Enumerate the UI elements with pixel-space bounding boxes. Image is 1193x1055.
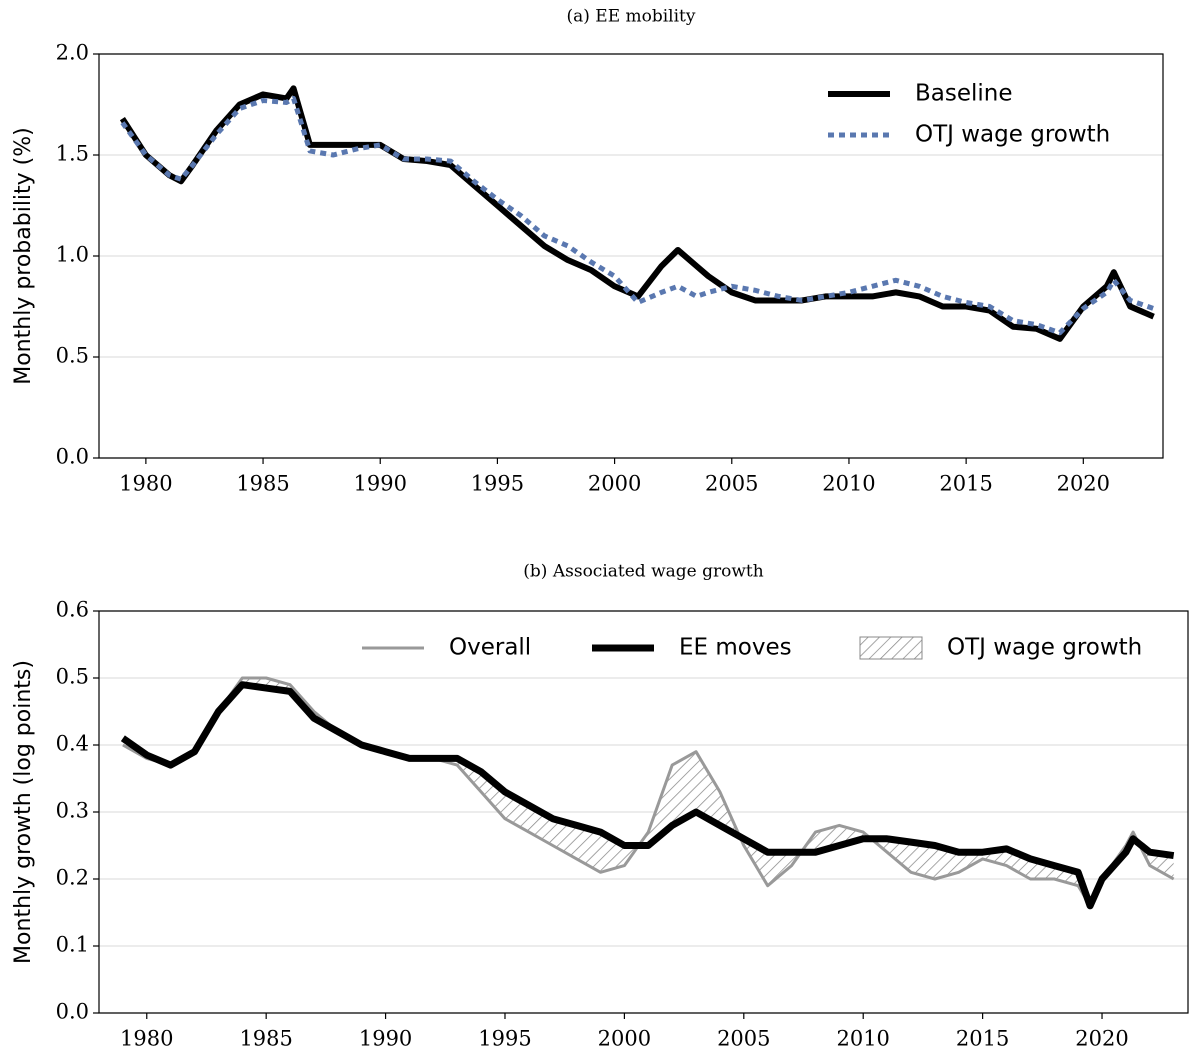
y-tick-label: 0.6 [56, 598, 89, 622]
y-tick-label: 0.2 [56, 866, 89, 890]
x-tick-label: 1995 [478, 1027, 531, 1051]
axes-frame [98, 610, 1189, 1014]
x-tick-label: 1980 [120, 1027, 173, 1051]
x-tick-label: 1990 [354, 472, 407, 496]
legend-label: Baseline [915, 81, 1013, 107]
y-tick-label: 2.0 [56, 41, 89, 65]
y-tick-label: 0.5 [56, 665, 89, 689]
y-tick-label: 0.0 [56, 1000, 89, 1024]
series-line [120, 95, 1155, 336]
x-tick-label: 2010 [822, 472, 875, 496]
x-tick-label: 2005 [717, 1027, 770, 1051]
y-tick-label: 1.0 [56, 243, 89, 267]
x-tick-label: 1985 [236, 472, 289, 496]
x-tick-label: 2020 [1057, 472, 1110, 496]
x-tick-label: 1990 [359, 1027, 412, 1051]
chart-title: (b) Associated wage growth [523, 562, 763, 582]
series-line [122, 676, 1175, 908]
y-tick-label: 0.0 [56, 445, 89, 469]
legend-swatch [859, 636, 923, 660]
series-line [119, 85, 1155, 342]
x-tick-label: 2005 [705, 472, 758, 496]
y-tick-label: 0.5 [56, 344, 89, 368]
x-tick-label: 2000 [588, 472, 641, 496]
y-tick-label: 1.5 [56, 142, 89, 166]
y-tick-label: 0.1 [56, 933, 89, 957]
y-tick-label: 0.3 [56, 799, 89, 823]
axes-frame [98, 53, 1164, 459]
legend-label: OTJ wage growth [915, 122, 1110, 148]
x-tick-label: 1980 [119, 472, 172, 496]
area-fill [122, 678, 1174, 906]
x-tick-label: 2020 [1075, 1027, 1128, 1051]
y-tick-label: 0.4 [56, 732, 89, 756]
legend-label: EE moves [679, 635, 792, 661]
y-axis-label: Monthly probability (%) [11, 127, 36, 385]
chart-title: (a) EE mobility [566, 7, 695, 27]
legend-label: Overall [449, 635, 531, 661]
x-tick-label: 2010 [836, 1027, 889, 1051]
x-tick-label: 2015 [956, 1027, 1009, 1051]
x-tick-label: 2000 [598, 1027, 651, 1051]
x-tick-label: 2015 [939, 472, 992, 496]
x-tick-label: 1985 [239, 1027, 292, 1051]
legend-label: OTJ wage growth [947, 635, 1142, 661]
x-tick-label: 1995 [471, 472, 524, 496]
y-axis-label: Monthly growth (log points) [11, 660, 36, 964]
series-line [120, 681, 1175, 910]
